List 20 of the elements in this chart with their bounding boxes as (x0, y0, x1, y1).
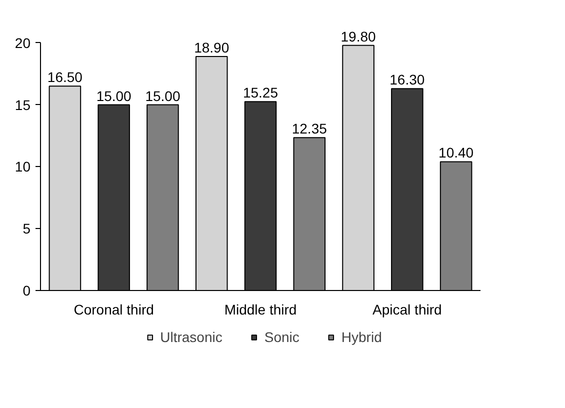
y-tick-label: 15 (14, 96, 31, 113)
legend-label: Ultrasonic (160, 329, 222, 345)
y-tick-label: 0 (22, 282, 31, 298)
data-label: 16.30 (390, 72, 425, 88)
y-tick-label: 10 (14, 158, 31, 175)
legend-label: Hybrid (341, 329, 382, 345)
x-tick-label: Middle third (224, 302, 297, 318)
x-tick-label: Apical third (372, 302, 442, 318)
data-label: 15.00 (96, 88, 132, 104)
x-tick-label: Coronal third (74, 302, 154, 318)
data-label: 15.25 (242, 84, 278, 101)
data-label: 18.90 (194, 39, 230, 56)
data-label: 15.00 (145, 88, 180, 104)
data-label: 10.40 (438, 144, 474, 161)
legend-label: Sonic (264, 329, 300, 345)
data-label: 12.35 (292, 120, 328, 137)
data-label: 19.80 (340, 28, 376, 44)
y-tick-label: 20 (14, 34, 31, 51)
y-tick-label: 5 (22, 220, 31, 237)
data-label: 16.50 (47, 69, 83, 86)
